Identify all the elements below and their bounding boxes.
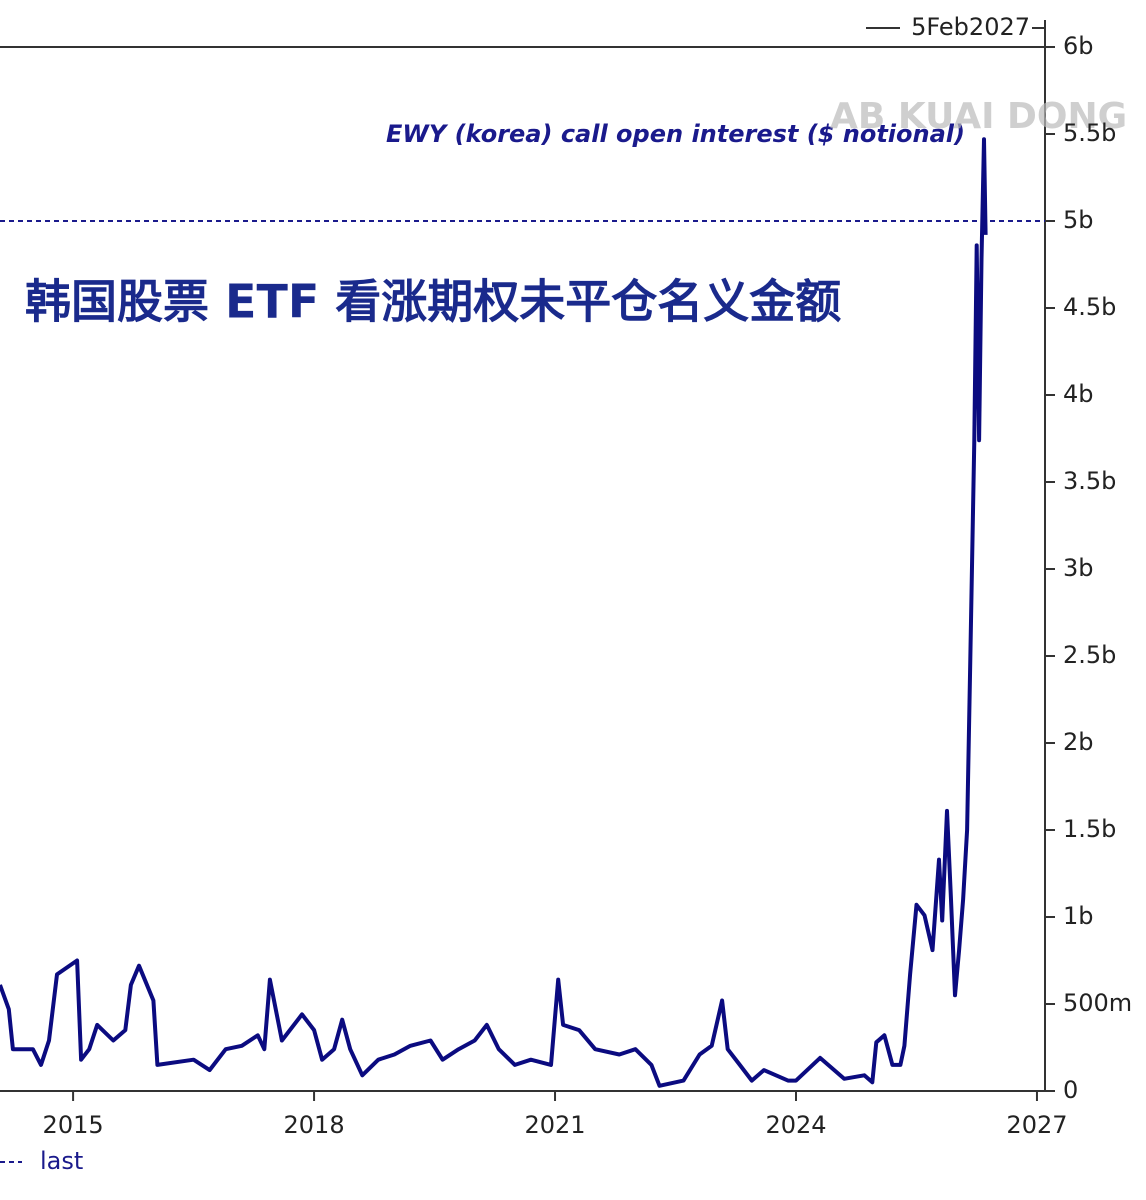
chart-title: EWY (korea) call open interest ($ notion… xyxy=(386,120,965,148)
x-tick-label: 2015 xyxy=(43,1111,104,1139)
y-tick-label: 2b xyxy=(1063,728,1094,756)
y-tick-label: 5b xyxy=(1063,206,1094,234)
y-tick-label: 3b xyxy=(1063,554,1094,582)
y-tick-label: 1.5b xyxy=(1063,815,1116,843)
y-tick-label: 4.5b xyxy=(1063,293,1116,321)
y-tick-label: 1b xyxy=(1063,902,1094,930)
y-tick-label: 4b xyxy=(1063,380,1094,408)
x-tick-label: 2024 xyxy=(765,1111,826,1139)
overlay-title: 韩国股票 ETF 看涨期权未平仓名义金额 xyxy=(25,275,841,329)
series-line xyxy=(0,137,988,1088)
x-tick-label: 2018 xyxy=(284,1111,345,1139)
y-tick-label: 500m xyxy=(1063,989,1132,1017)
x-tick-label: 2021 xyxy=(524,1111,585,1139)
y-tick-label: 6b xyxy=(1063,32,1094,60)
y-tick-label: 0 xyxy=(1063,1076,1078,1104)
x-tick-label: 2027 xyxy=(1006,1111,1067,1139)
y-tick-label: 2.5b xyxy=(1063,641,1116,669)
legend-label: last xyxy=(40,1147,83,1175)
watermark: AB KUAI DONG xyxy=(830,96,1127,137)
y-tick-label: 3.5b xyxy=(1063,467,1116,495)
date-label: 5Feb2027 xyxy=(911,13,1030,41)
y-tick-label: 5.5b xyxy=(1063,119,1116,147)
